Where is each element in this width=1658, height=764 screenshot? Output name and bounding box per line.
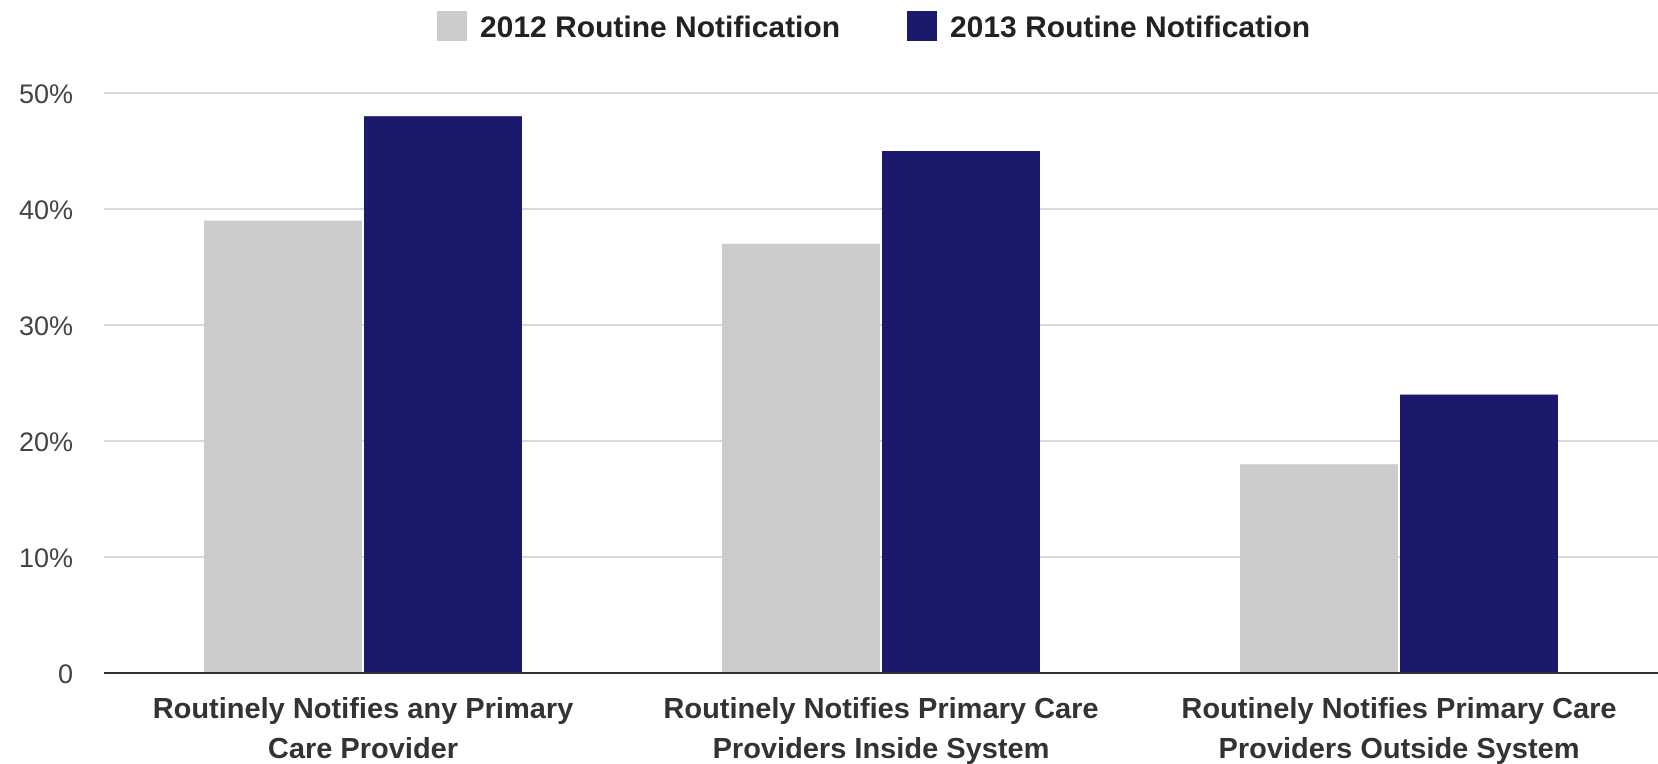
x-category-label-3: Providers Outside System — [1218, 733, 1579, 764]
y-tick-label: 0 — [58, 659, 73, 689]
x-category-label-1: Routinely Notifies any Primary — [153, 693, 574, 725]
bar-2013-category-1 — [364, 116, 522, 673]
y-tick-label: 10% — [19, 543, 73, 573]
legend: 2012 Routine Notification 2013 Routine No… — [437, 11, 1310, 44]
y-tick-label: 30% — [19, 311, 73, 341]
legend-label-1: 2012 Routine Notification — [480, 11, 840, 44]
x-category-label-3: Routinely Notifies Primary Care — [1181, 693, 1616, 725]
y-axis-ticks: 0 10% 20% 30% 40% 50% — [19, 79, 73, 689]
y-tick-label: 20% — [19, 427, 73, 457]
bar-2012-category-1 — [204, 220, 362, 673]
x-axis-labels: Routinely Notifies any Primary Care Provi… — [153, 693, 1617, 764]
legend-swatch-1 — [437, 11, 467, 41]
bars — [204, 116, 1558, 674]
bar-2012-category-3 — [1240, 464, 1398, 673]
legend-swatch-2 — [907, 11, 937, 41]
y-tick-label: 50% — [19, 79, 73, 109]
bar-2013-category-3 — [1400, 394, 1558, 673]
y-tick-label: 40% — [19, 195, 73, 225]
x-category-label-2: Routinely Notifies Primary Care — [663, 693, 1098, 725]
bar-2012-category-2 — [722, 243, 880, 674]
x-category-label-2: Providers Inside System — [713, 733, 1050, 764]
x-category-label-1: Care Provider — [268, 733, 458, 764]
bar-2013-category-2 — [882, 151, 1040, 673]
gridlines — [104, 92, 1658, 558]
legend-label-2: 2013 Routine Notification — [950, 11, 1310, 44]
